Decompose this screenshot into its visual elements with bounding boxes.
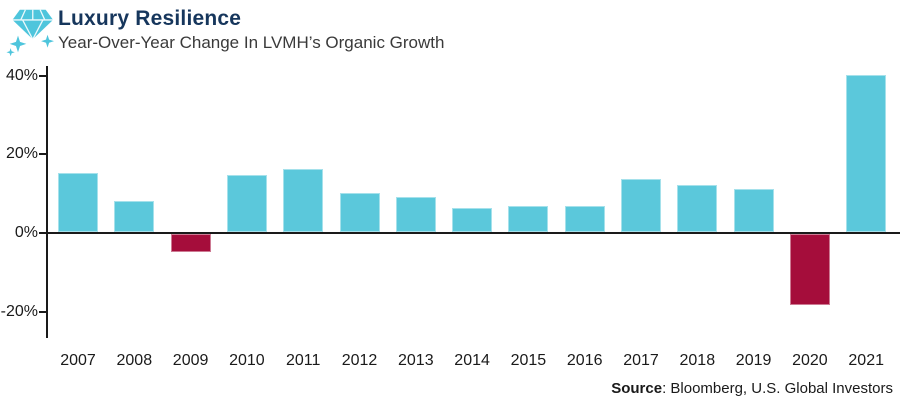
x-axis-label-2013: 2013 — [398, 352, 434, 369]
bar-2007 — [58, 173, 98, 232]
y-tick-label: 20% — [5, 145, 38, 163]
bar-2018 — [677, 184, 718, 232]
bar-2013 — [395, 196, 436, 232]
bar-2019 — [733, 188, 774, 232]
zero-baseline — [46, 232, 900, 234]
chart-title: Luxury Resilience — [58, 7, 242, 30]
bar-2008 — [114, 200, 155, 232]
x-axis-label-2021: 2021 — [848, 352, 884, 369]
source-label: Source — [611, 380, 663, 397]
x-axis-label-2017: 2017 — [623, 352, 659, 369]
y-tick-label: -20% — [0, 302, 38, 320]
bar-2017 — [621, 178, 661, 232]
bar-2012 — [339, 192, 380, 232]
bar-2010 — [226, 175, 267, 232]
x-axis-label-2015: 2015 — [510, 352, 547, 369]
bar-2016 — [564, 206, 605, 232]
x-axis-label-2009: 2009 — [172, 352, 209, 369]
x-axis-label-2012: 2012 — [341, 352, 378, 369]
x-axis-label-2007: 2007 — [60, 352, 96, 369]
y-tick-mark — [39, 74, 46, 77]
x-axis-label-2014: 2014 — [454, 352, 490, 369]
bar-2021 — [846, 74, 887, 232]
x-axis-label-2016: 2016 — [566, 352, 603, 369]
y-tick-mark — [39, 153, 46, 156]
bar-2020 — [789, 234, 830, 305]
diamond-sparkles-icon — [6, 9, 54, 56]
y-tick-label: 0% — [14, 224, 38, 241]
x-axis-label-2011: 2011 — [285, 352, 321, 369]
y-tick-mark — [39, 232, 46, 234]
x-axis-label-2008: 2008 — [116, 352, 153, 369]
y-tick-label: 40% — [5, 66, 38, 84]
source-attribution: Source: Bloomberg, U.S. Global Investors — [611, 380, 893, 397]
y-tick-mark — [39, 310, 46, 313]
chart-subtitle: Year-Over-Year Change In LVMH’s Organic … — [58, 33, 445, 52]
bar-2011 — [283, 169, 324, 232]
x-axis-label-2019: 2019 — [735, 352, 772, 369]
source-text: : Bloomberg, U.S. Global Investors — [662, 380, 893, 397]
x-axis-label-2018: 2018 — [679, 352, 716, 369]
bar-2009 — [170, 234, 211, 252]
y-axis-line — [46, 66, 48, 338]
bar-2015 — [508, 206, 549, 232]
x-axis-label-2020: 2020 — [792, 352, 828, 369]
bar-2014 — [452, 208, 493, 232]
x-axis-label-2010: 2010 — [229, 352, 265, 369]
